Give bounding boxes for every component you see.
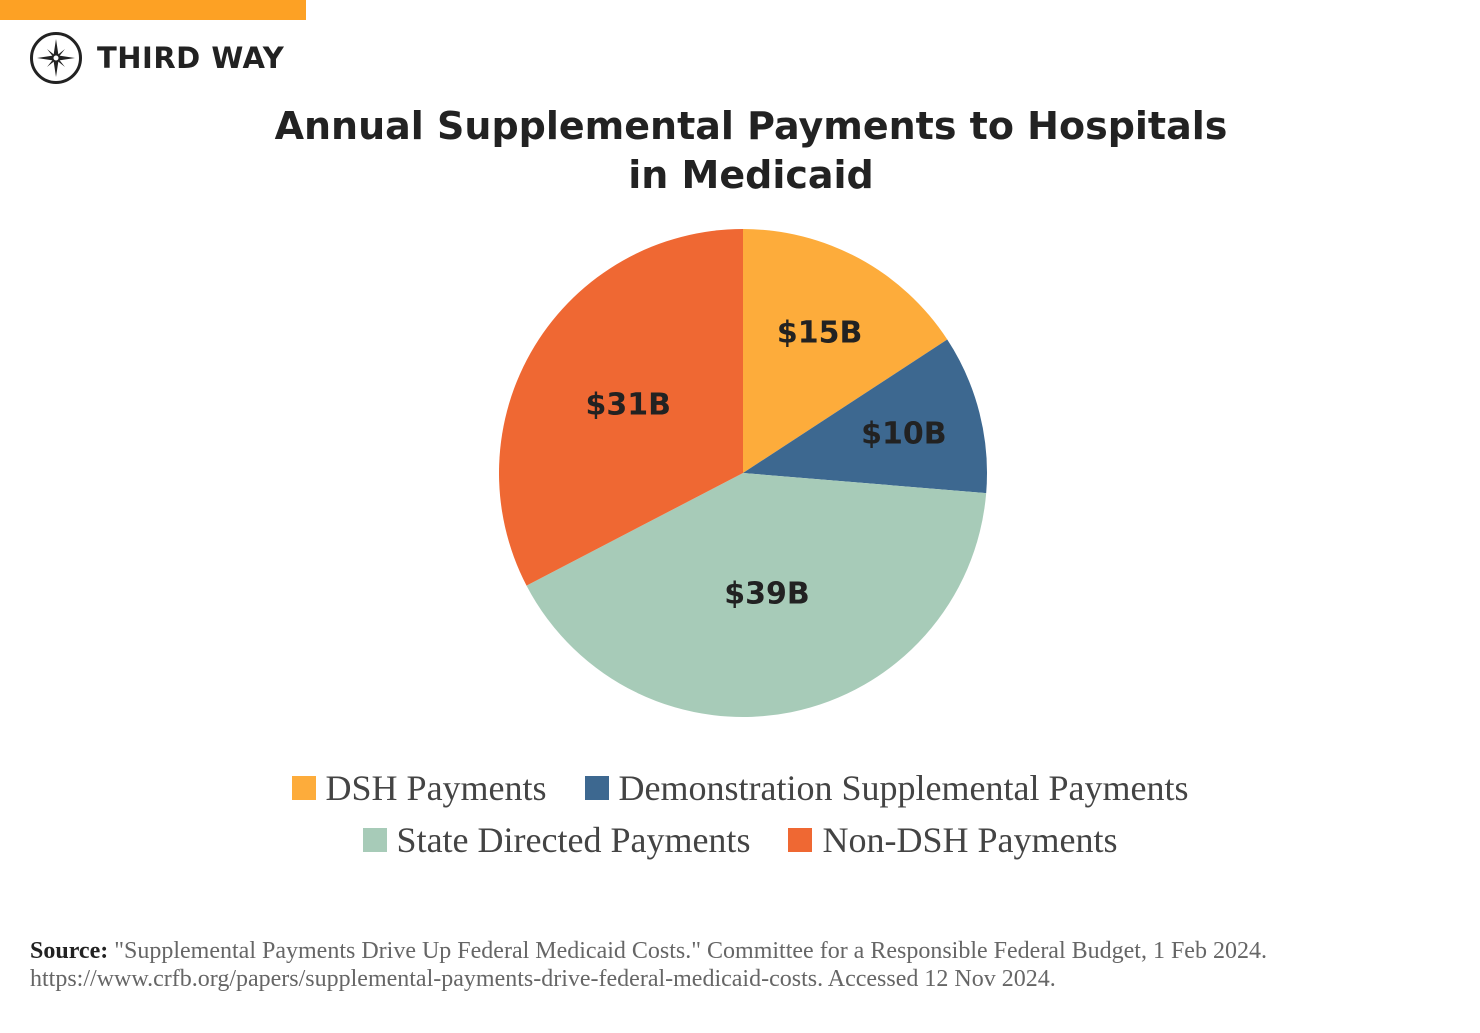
brand-top-bar [0,0,306,20]
pie-slice-demonstration-supplemental-payments [743,339,987,494]
source-note: Source: "Supplemental Payments Drive Up … [30,937,1460,993]
legend-label: Non-DSH Payments [822,820,1118,860]
legend-swatch [362,828,387,852]
legend-item-state-directed: State Directed Payments [362,819,751,861]
pie-data-label: $39B [724,577,810,612]
pie-data-label: $31B [586,387,672,422]
pie-data-label: $15B [777,315,863,350]
logo-text: THIRD WAY [97,41,285,75]
pie-slice-non-dsh-payments [499,228,743,586]
legend-item-non-dsh: Non-DSH Payments [788,819,1117,861]
pie-chart: $15B $10B $39B $31B [499,228,987,717]
chart-title-line-2: in Medicaid [628,153,874,197]
compass-icon [30,32,82,84]
pie-data-label: $10B [861,416,947,451]
legend-swatch [788,828,813,852]
legend-swatch [584,776,609,800]
legend-label: State Directed Payments [396,820,751,860]
legend-item-dsh: DSH Payments [291,767,547,809]
pie-slice-state-directed-payments [526,473,987,717]
legend-swatch [291,776,316,800]
legend-item-demonstration: Demonstration Supplemental Payments [584,767,1189,809]
third-way-logo: THIRD WAY [29,31,284,85]
legend-label: Demonstration Supplemental Payments [618,768,1189,808]
source-label: Source: [30,938,109,964]
chart-title: Annual Supplemental Payments to Hospital… [0,102,1480,200]
legend: DSH Payments Demonstration Supplemental … [0,762,1480,866]
pie-slice-dsh-payments [743,229,948,473]
legend-label: DSH Payments [325,768,547,808]
source-text: "Supplemental Payments Drive Up Federal … [30,938,1267,992]
chart-title-line-1: Annual Supplemental Payments to Hospital… [274,104,1228,148]
